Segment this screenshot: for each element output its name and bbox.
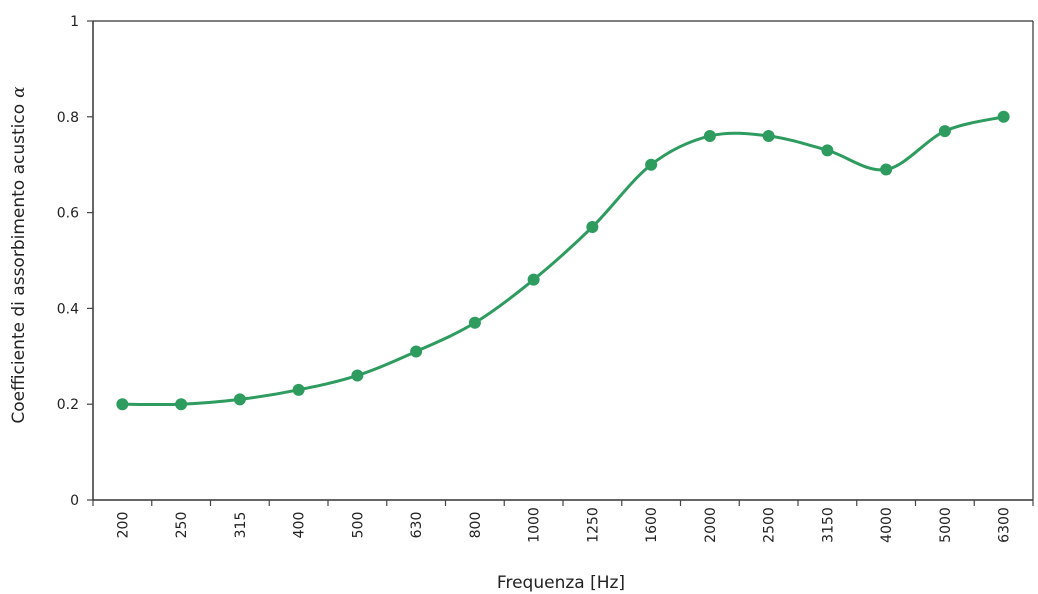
- x-tick-label: 800: [468, 512, 484, 539]
- data-point: [175, 398, 188, 411]
- x-tick-label: 2500: [762, 507, 778, 543]
- x-tick-label: 630: [409, 512, 425, 539]
- x-tick-label: 200: [115, 512, 131, 539]
- x-tick-label: 250: [174, 512, 190, 539]
- y-axis-title-text: Coefficiente di assorbimento acustico: [9, 104, 29, 424]
- data-point: [292, 383, 305, 396]
- y-tick-label: 1: [70, 14, 79, 30]
- y-tick-label: 0.2: [57, 397, 79, 413]
- y-tick-label: 0.8: [57, 110, 79, 126]
- x-tick-label: 6300: [997, 507, 1013, 543]
- y-tick-label: 0: [70, 493, 79, 509]
- y-tick-label: 0.4: [57, 301, 79, 317]
- data-point: [468, 316, 481, 329]
- x-tick-label: 1600: [644, 507, 660, 543]
- data-point: [527, 273, 540, 286]
- data-point: [880, 163, 893, 176]
- x-tick-label: 1000: [527, 507, 543, 543]
- y-axis-symbol: α: [9, 86, 29, 98]
- x-tick-label: 315: [233, 512, 249, 539]
- y-tick-label: 0.6: [57, 206, 79, 222]
- data-point: [116, 398, 129, 411]
- x-tick-label: 400: [292, 512, 308, 539]
- data-point: [938, 125, 951, 138]
- x-axis-title: Frequenza [Hz]: [497, 573, 625, 593]
- data-point: [410, 345, 423, 358]
- x-tick-label: 500: [350, 512, 366, 539]
- data-point: [586, 220, 599, 233]
- y-axis-title: Coefficiente di assorbimento acustico α: [9, 86, 29, 424]
- x-tick-label: 4000: [879, 507, 895, 543]
- data-point: [703, 129, 716, 142]
- data-point: [762, 129, 775, 142]
- data-point: [233, 393, 246, 406]
- x-tick-label: 1250: [585, 507, 601, 543]
- data-point: [997, 110, 1010, 123]
- data-point: [351, 369, 364, 382]
- data-point: [821, 144, 834, 157]
- series-line: [120, 115, 1006, 407]
- x-tick-label: 5000: [938, 507, 954, 543]
- x-tick-label: 2000: [703, 507, 719, 543]
- data-point: [645, 158, 658, 171]
- x-tick-label: 3150: [820, 507, 836, 543]
